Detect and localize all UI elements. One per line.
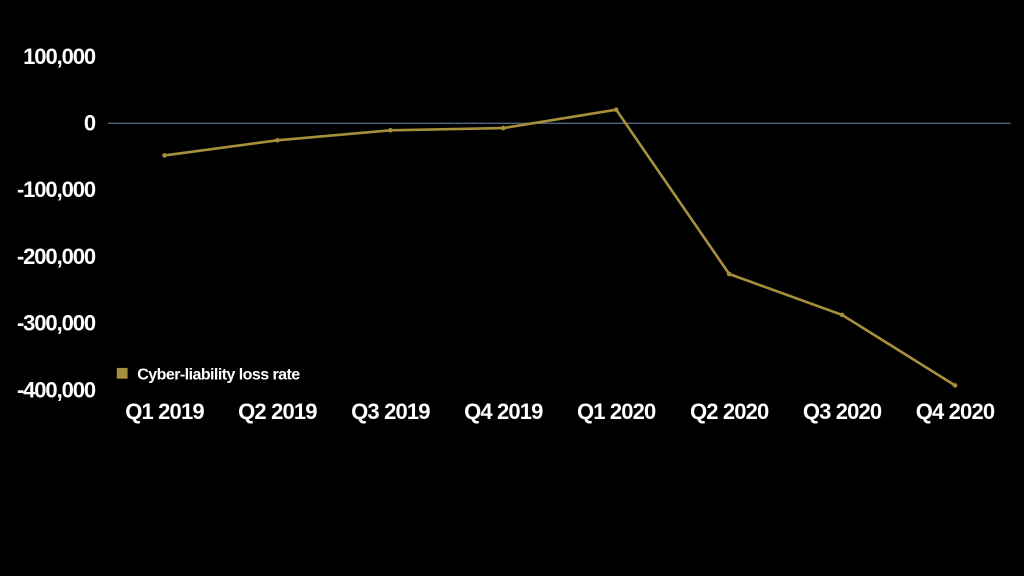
svg-text:Cyber-liability loss rate: Cyber-liability loss rate [137,367,300,384]
svg-text:Q1 2019: Q1 2019 [125,399,204,424]
svg-text:-100,000: -100,000 [17,177,96,202]
svg-text:0: 0 [84,111,96,136]
svg-text:100,000: 100,000 [23,44,96,69]
svg-text:-300,000: -300,000 [17,311,96,336]
svg-text:Q2 2020: Q2 2020 [690,399,769,424]
svg-text:-400,000: -400,000 [17,377,96,402]
svg-text:Q1 2020: Q1 2020 [577,399,656,424]
svg-text:Q4 2019: Q4 2019 [464,399,543,424]
svg-text:-200,000: -200,000 [17,244,96,269]
svg-text:Q4 2020: Q4 2020 [916,399,995,424]
svg-text:Q3 2019: Q3 2019 [351,399,430,424]
svg-text:Q3 2020: Q3 2020 [803,399,882,424]
svg-text:Q2 2019: Q2 2019 [238,399,317,424]
